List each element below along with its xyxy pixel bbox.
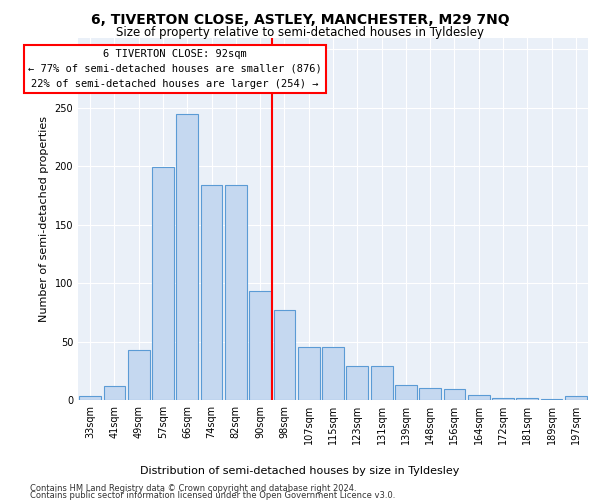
Bar	[395, 385, 417, 400]
Bar	[371, 366, 392, 400]
Bar	[443, 390, 466, 400]
Bar	[104, 386, 125, 400]
Bar	[79, 396, 101, 400]
Bar	[322, 348, 344, 400]
Text: Contains public sector information licensed under the Open Government Licence v3: Contains public sector information licen…	[30, 491, 395, 500]
Bar	[565, 396, 587, 400]
Bar	[176, 114, 198, 400]
Bar	[346, 366, 368, 400]
Text: 6, TIVERTON CLOSE, ASTLEY, MANCHESTER, M29 7NQ: 6, TIVERTON CLOSE, ASTLEY, MANCHESTER, M…	[91, 12, 509, 26]
Bar	[128, 350, 149, 400]
Bar	[298, 348, 320, 400]
Bar	[225, 185, 247, 400]
Bar	[249, 291, 271, 400]
Bar	[152, 168, 174, 400]
Bar	[517, 398, 538, 400]
Text: 6 TIVERTON CLOSE: 92sqm
← 77% of semi-detached houses are smaller (876)
22% of s: 6 TIVERTON CLOSE: 92sqm ← 77% of semi-de…	[28, 49, 322, 89]
Text: Contains HM Land Registry data © Crown copyright and database right 2024.: Contains HM Land Registry data © Crown c…	[30, 484, 356, 493]
Text: Size of property relative to semi-detached houses in Tyldesley: Size of property relative to semi-detach…	[116, 26, 484, 39]
Bar	[541, 399, 562, 400]
Bar	[419, 388, 441, 400]
Y-axis label: Number of semi-detached properties: Number of semi-detached properties	[39, 116, 49, 322]
Bar	[468, 396, 490, 400]
Bar	[200, 185, 223, 400]
Bar	[492, 398, 514, 400]
Text: Distribution of semi-detached houses by size in Tyldesley: Distribution of semi-detached houses by …	[140, 466, 460, 476]
Bar	[274, 310, 295, 400]
